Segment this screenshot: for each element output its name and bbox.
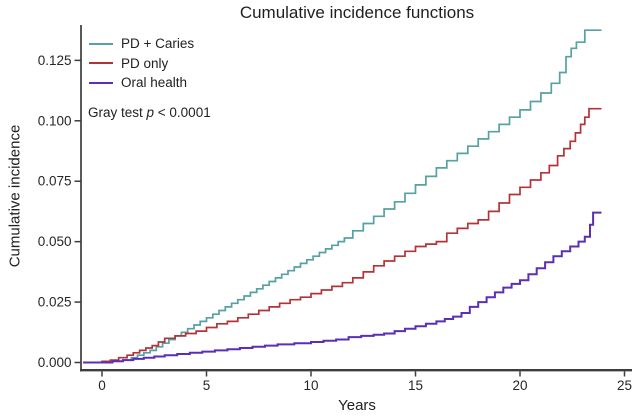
x-tick-label: 0 bbox=[98, 378, 106, 393]
legend-swatch-pd-only bbox=[89, 62, 113, 65]
y-tick-label: 0.100 bbox=[38, 113, 72, 128]
gray-test-annotation: Gray test p < 0.0001 bbox=[88, 105, 211, 120]
x-axis-title: Years bbox=[338, 397, 376, 414]
legend-label: PD + Caries bbox=[121, 36, 195, 52]
series-line-pd-only bbox=[83, 107, 602, 364]
legend-item-pd-caries: PD + Caries bbox=[89, 34, 194, 54]
y-tick-label: 0.025 bbox=[38, 295, 72, 310]
x-tick-label: 20 bbox=[512, 378, 527, 393]
y-axis-title: Cumulative incidence bbox=[6, 124, 24, 268]
legend-swatch-pd-caries bbox=[89, 42, 113, 45]
chart-title: Cumulative incidence functions bbox=[239, 3, 475, 22]
y-tick-label: 0.050 bbox=[38, 234, 72, 249]
x-tick-label: 25 bbox=[617, 378, 632, 393]
legend-label: Oral health bbox=[121, 75, 188, 91]
x-tick-label: 10 bbox=[303, 378, 318, 393]
y-tick-label: 0.000 bbox=[38, 355, 72, 370]
series-line-oral-health bbox=[83, 211, 602, 364]
legend-label: PD only bbox=[121, 55, 169, 71]
y-tick-label: 0.125 bbox=[38, 53, 72, 68]
x-tick-label: 5 bbox=[203, 378, 211, 393]
legend: PD + Caries PD only Oral health bbox=[89, 34, 194, 93]
y-tick-label: 0.075 bbox=[38, 174, 72, 189]
legend-item-oral-health: Oral health bbox=[89, 73, 194, 93]
x-tick-label: 15 bbox=[408, 378, 423, 393]
legend-item-pd-only: PD only bbox=[89, 54, 194, 74]
legend-swatch-oral-health bbox=[89, 81, 113, 84]
